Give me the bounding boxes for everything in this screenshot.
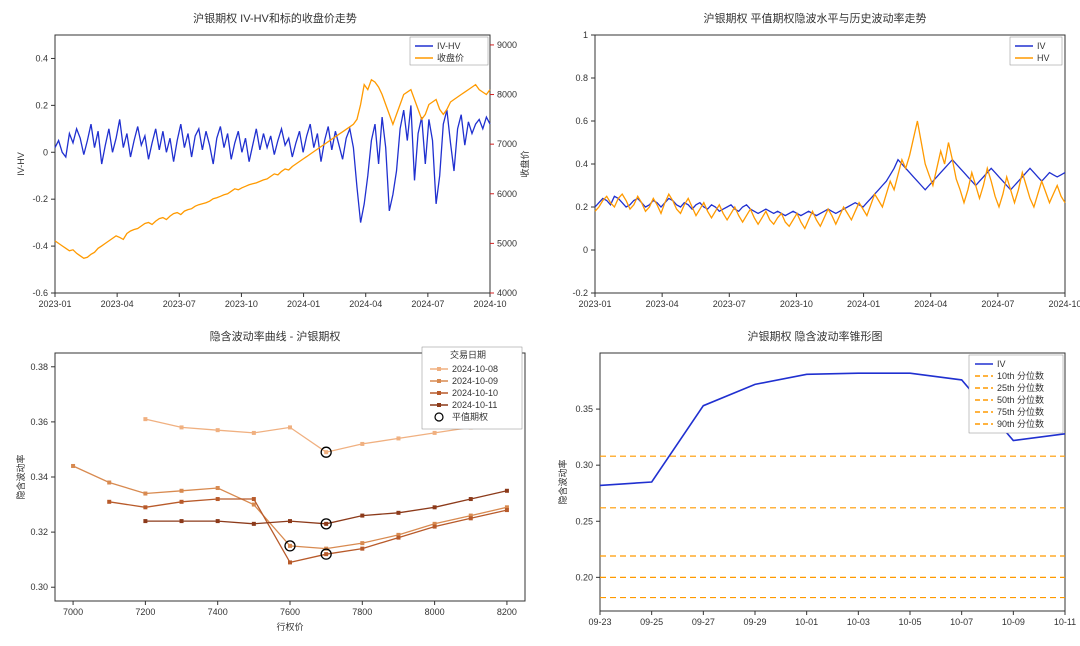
svg-text:0: 0 xyxy=(583,245,588,255)
svg-text:7000: 7000 xyxy=(63,607,83,617)
svg-text:0.6: 0.6 xyxy=(575,116,588,126)
svg-text:7600: 7600 xyxy=(280,607,300,617)
svg-text:8200: 8200 xyxy=(497,607,517,617)
svg-text:4000: 4000 xyxy=(497,288,517,298)
svg-text:09-25: 09-25 xyxy=(640,617,663,627)
svg-text:2024-10-11: 2024-10-11 xyxy=(452,400,497,410)
svg-text:8000: 8000 xyxy=(425,607,445,617)
svg-text:0.4: 0.4 xyxy=(35,53,48,63)
svg-text:7800: 7800 xyxy=(352,607,372,617)
svg-text:2023-07: 2023-07 xyxy=(163,299,196,309)
svg-text:-0.4: -0.4 xyxy=(32,241,48,251)
svg-text:8000: 8000 xyxy=(497,90,517,100)
svg-text:沪银期权 隐含波动率锥形图: 沪银期权 隐含波动率锥形图 xyxy=(747,329,882,343)
svg-text:1: 1 xyxy=(583,30,588,40)
svg-text:2024-07: 2024-07 xyxy=(411,299,444,309)
svg-text:2024-01: 2024-01 xyxy=(287,299,320,309)
svg-text:75th 分位数: 75th 分位数 xyxy=(997,406,1044,417)
svg-text:2024-01: 2024-01 xyxy=(847,299,880,309)
svg-text:隐含波动率: 隐含波动率 xyxy=(557,459,568,504)
svg-text:25th 分位数: 25th 分位数 xyxy=(997,382,1044,393)
svg-text:9000: 9000 xyxy=(497,40,517,50)
svg-text:7000: 7000 xyxy=(497,139,517,149)
panel-bottom-right: 沪银期权 隐含波动率锥形图 09-23 09-25 09-27 09-29 10-01 10… xyxy=(550,328,1080,636)
svg-text:0: 0 xyxy=(43,147,48,157)
svg-text:2023-01: 2023-01 xyxy=(38,299,71,309)
svg-text:2024-10-09: 2024-10-09 xyxy=(452,376,498,386)
svg-text:隐含波动率: 隐含波动率 xyxy=(15,454,26,499)
svg-text:0.4: 0.4 xyxy=(575,159,588,169)
svg-text:10-09: 10-09 xyxy=(1002,617,1025,627)
svg-text:0.2: 0.2 xyxy=(35,100,48,110)
svg-text:-0.2: -0.2 xyxy=(572,288,588,298)
svg-text:2024-04: 2024-04 xyxy=(914,299,947,309)
svg-text:2023-07: 2023-07 xyxy=(713,299,746,309)
svg-text:10th 分位数: 10th 分位数 xyxy=(997,370,1044,381)
panel-bottom-left: 隐含波动率曲线 - 沪银期权 7000 7200 7400 7600 7800 8000 82… xyxy=(10,328,540,636)
svg-text:10-05: 10-05 xyxy=(898,617,921,627)
svg-text:交易日期: 交易日期 xyxy=(450,349,486,360)
svg-text:2024-10-08: 2024-10-08 xyxy=(452,364,498,374)
svg-text:2024-10: 2024-10 xyxy=(1048,299,1080,309)
svg-text:0.25: 0.25 xyxy=(575,516,593,526)
svg-text:0.30: 0.30 xyxy=(30,582,48,592)
svg-text:沪银期权 平值期权隐波水平与历史波动率走势: 沪银期权 平值期权隐波水平与历史波动率走势 xyxy=(703,11,926,25)
svg-text:09-29: 09-29 xyxy=(743,617,766,627)
svg-text:09-23: 09-23 xyxy=(588,617,611,627)
svg-text:2024-10: 2024-10 xyxy=(473,299,506,309)
svg-text:50th 分位数: 50th 分位数 xyxy=(997,394,1044,405)
svg-text:10-01: 10-01 xyxy=(795,617,818,627)
svg-text:隐含波动率曲线 - 沪银期权: 隐含波动率曲线 - 沪银期权 xyxy=(210,329,341,343)
svg-text:IV-HV: IV-HV xyxy=(437,41,461,51)
panel-top-right: 沪银期权 平值期权隐波水平与历史波动率走势 2023-01 2023-04 2023-… xyxy=(550,10,1080,318)
svg-text:6000: 6000 xyxy=(497,189,517,199)
svg-text:2024-04: 2024-04 xyxy=(349,299,382,309)
svg-text:0.2: 0.2 xyxy=(575,202,588,212)
svg-text:10-03: 10-03 xyxy=(847,617,870,627)
svg-text:收盘价: 收盘价 xyxy=(437,52,464,63)
svg-text:10-11: 10-11 xyxy=(1054,617,1076,627)
svg-text:2023-10: 2023-10 xyxy=(780,299,813,309)
svg-text:0.20: 0.20 xyxy=(575,572,593,582)
svg-text:0.8: 0.8 xyxy=(575,73,588,83)
svg-text:平值期权: 平值期权 xyxy=(452,411,488,422)
svg-text:2023-04: 2023-04 xyxy=(101,299,134,309)
svg-text:0.38: 0.38 xyxy=(30,362,48,372)
svg-text:2024-07: 2024-07 xyxy=(981,299,1014,309)
chart-grid: 沪银期权 IV-HV和标的收盘价走势 2023-01 2023-04 2023-07 2… xyxy=(10,10,1070,636)
svg-text:7200: 7200 xyxy=(135,607,155,617)
svg-text:10-07: 10-07 xyxy=(950,617,973,627)
svg-text:5000: 5000 xyxy=(497,238,517,248)
svg-text:行权价: 行权价 xyxy=(276,621,303,632)
svg-text:0.34: 0.34 xyxy=(30,472,48,482)
svg-text:2024-10-10: 2024-10-10 xyxy=(452,388,498,398)
svg-text:-0.6: -0.6 xyxy=(32,288,48,298)
svg-text:0.35: 0.35 xyxy=(575,404,593,414)
svg-text:IV: IV xyxy=(997,359,1006,369)
svg-text:IV-HV: IV-HV xyxy=(16,152,26,176)
svg-text:HV: HV xyxy=(1037,53,1050,63)
svg-text:IV: IV xyxy=(1037,41,1046,51)
svg-text:2023-01: 2023-01 xyxy=(578,299,611,309)
svg-text:2023-04: 2023-04 xyxy=(646,299,679,309)
panel-top-left: 沪银期权 IV-HV和标的收盘价走势 2023-01 2023-04 2023-07 2… xyxy=(10,10,540,318)
svg-text:收盘价: 收盘价 xyxy=(519,150,530,177)
svg-text:0.30: 0.30 xyxy=(575,460,593,470)
svg-text:90th 分位数: 90th 分位数 xyxy=(997,418,1044,429)
svg-text:09-27: 09-27 xyxy=(692,617,715,627)
svg-text:0.32: 0.32 xyxy=(30,527,48,537)
svg-text:7400: 7400 xyxy=(208,607,228,617)
svg-text:2023-10: 2023-10 xyxy=(225,299,258,309)
svg-text:0.36: 0.36 xyxy=(30,417,48,427)
svg-text:-0.2: -0.2 xyxy=(32,194,48,204)
svg-text:沪银期权 IV-HV和标的收盘价走势: 沪银期权 IV-HV和标的收盘价走势 xyxy=(193,11,357,25)
